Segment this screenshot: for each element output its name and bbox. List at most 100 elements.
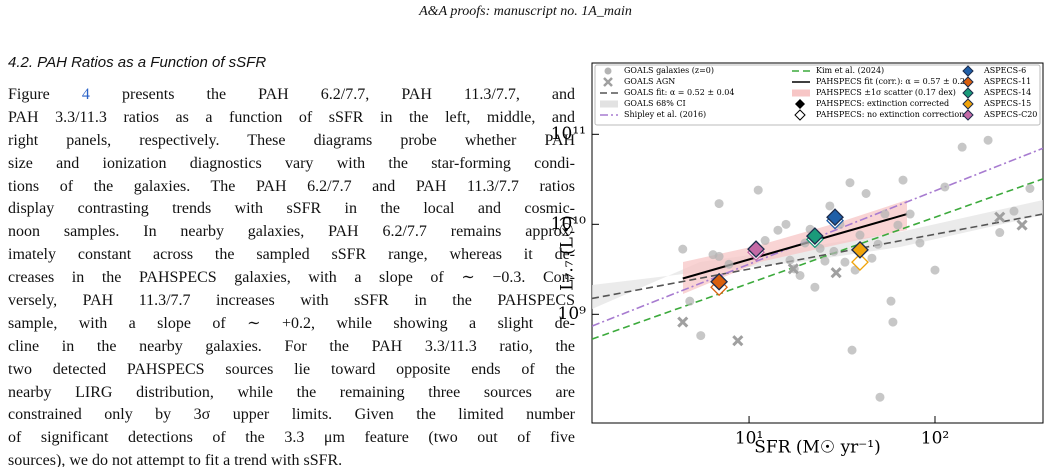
goals-point xyxy=(915,238,925,248)
goals-point xyxy=(800,238,810,248)
goals-point xyxy=(845,178,855,188)
text-line: constrained only by 3σ upper limits. Giv… xyxy=(8,404,575,427)
goals-point xyxy=(781,219,791,229)
goals-point xyxy=(898,175,908,185)
line-text: sources), we do not attempt to fit a tre… xyxy=(8,452,343,467)
paragraph: Figure 4 presents the PAH 6.2/7.7, PAH 1… xyxy=(8,84,575,467)
legend-label: Kim et al. (2024) xyxy=(816,66,884,75)
goals-point xyxy=(696,331,706,341)
line-text: PAH 3.3/11.3 ratios as a function of sSF… xyxy=(8,108,575,126)
x-tick-label: 10¹ xyxy=(735,429,763,449)
line-text: cline in the nearby galaxies. For the PA… xyxy=(8,337,575,355)
goals-point xyxy=(930,265,940,275)
goals-point xyxy=(714,199,724,209)
y-tick-label: 10⁹ xyxy=(558,304,587,324)
goals-point xyxy=(753,185,763,195)
fit-line xyxy=(682,213,908,280)
section-heading: 4.2. PAH Ratios as a Function of sSFR xyxy=(8,54,267,71)
legend-symbol xyxy=(962,76,974,88)
line-text: of significant detections of the 3.3 μm … xyxy=(8,429,575,447)
filled-diamond xyxy=(826,208,844,227)
text-line: sources), we do not attempt to fit a tre… xyxy=(8,450,575,467)
agn-point xyxy=(994,211,1006,223)
legend-symbol xyxy=(962,87,974,99)
legend-label: Shipley et al. (2016) xyxy=(624,110,706,119)
legend: GOALS galaxies (z=0) GOALS AGN GOALS fit: … xyxy=(594,64,1041,126)
text-line: PAH 3.3/11.3 ratios as a function of sSF… xyxy=(8,107,575,130)
goals-point xyxy=(957,142,967,152)
goals-point xyxy=(773,225,783,235)
goals-point xyxy=(810,282,820,292)
filled-diamond xyxy=(710,272,729,291)
goals-point xyxy=(855,230,865,240)
line-text: noon samples. In nearby galaxies, PAH 6.… xyxy=(8,223,575,241)
agn-point xyxy=(830,267,842,279)
goals-point xyxy=(714,251,724,261)
goals-point xyxy=(829,246,839,256)
line-text: imately constant across the sampled sSFR… xyxy=(8,246,575,264)
text-line: display contrasting trends with sSFR in … xyxy=(8,198,575,221)
line-text: creases in the PAHSPECS galaxies, with a… xyxy=(8,269,575,287)
plot-area xyxy=(592,135,1043,402)
line-text: nearby LIRG distribution, while the rema… xyxy=(8,383,575,401)
x-tick-label: 10² xyxy=(921,429,949,449)
text-line: creases in the PAHSPECS galaxies, with a… xyxy=(8,267,575,290)
legend-label: PAHSPECS fit (corr.): α = 0.57 ± 0.28 xyxy=(816,77,970,86)
agn-point xyxy=(732,335,744,347)
agn-point xyxy=(1016,219,1028,231)
line-text: size and ionization diagnostics vary wit… xyxy=(8,154,575,172)
legend-label: PAHSPECS: no extinction correction xyxy=(816,110,964,119)
goals-point xyxy=(888,317,898,327)
legend-label: GOALS galaxies (z=0) xyxy=(624,66,714,75)
goals-point xyxy=(893,220,903,230)
fit-line xyxy=(592,178,1043,340)
goals-point xyxy=(678,244,688,254)
legend-symbol xyxy=(962,65,974,77)
goals-point xyxy=(760,236,770,246)
legend-label: PAHSPECS ±1σ scatter (0.17 dex) xyxy=(816,88,956,97)
goals-point xyxy=(815,243,825,253)
filled-diamond xyxy=(805,227,824,246)
legend-label: PAHSPECS: extinction corrected xyxy=(816,99,949,108)
text-line: Figure 4 presents the PAH 6.2/7.7, PAH 1… xyxy=(8,84,575,107)
legend-label: ASPECS-11 xyxy=(983,77,1031,86)
y-tick-label: 10¹¹ xyxy=(551,124,586,144)
goals-point xyxy=(940,182,950,192)
agn-point xyxy=(677,316,689,328)
goals-point xyxy=(1009,206,1019,216)
goals-point xyxy=(905,209,915,219)
legend-label: ASPECS-14 xyxy=(983,88,1031,97)
line-text: tions of the galaxies. The PAH 6.2/7.7 a… xyxy=(8,177,575,195)
text-line: two detected PAHSPECS sources lie toward… xyxy=(8,359,575,382)
legend-box xyxy=(594,64,1041,126)
legend-label: ASPECS-C20 xyxy=(983,110,1037,119)
text-line: versely, PAH 11.3/7.7 increases with sSF… xyxy=(8,290,575,313)
line-text: right panels, respectively. These diagra… xyxy=(8,131,575,149)
text-line: nearby LIRG distribution, while the rema… xyxy=(8,382,575,405)
goals-point xyxy=(847,345,857,355)
legend-label: ASPECS-6 xyxy=(983,66,1026,75)
text-line: tions of the galaxies. The PAH 6.2/7.7 a… xyxy=(8,176,575,199)
goals-point xyxy=(861,188,871,198)
open-diamond xyxy=(851,253,869,272)
line-text: two detected PAHSPECS sources lie toward… xyxy=(8,360,575,378)
text-line: noon samples. In nearby galaxies, PAH 6.… xyxy=(8,221,575,244)
text-line: size and ionization diagnostics vary wit… xyxy=(8,153,575,176)
line-text: display contrasting trends with sSFR in … xyxy=(8,200,575,218)
line-text: presents the PAH 6.2/7.7, PAH 11.3/7.7, … xyxy=(122,86,576,103)
ref-prefix: Figure xyxy=(8,86,50,103)
legend-symbol xyxy=(794,109,806,121)
agn-point xyxy=(787,263,799,275)
figure-ref[interactable]: 4 xyxy=(81,86,90,103)
legend-label: GOALS AGN xyxy=(624,77,675,86)
y-tick-label: 10¹⁰ xyxy=(551,214,586,234)
legend-label: GOALS 68% CI xyxy=(624,99,686,108)
goals-point xyxy=(820,256,830,266)
x-axis-label: SFR (M☉ yr⁻¹) xyxy=(754,438,880,458)
legend-label: GOALS fit: α = 0.52 ± 0.04 xyxy=(624,88,734,97)
filled-diamond xyxy=(747,240,765,259)
goals-point xyxy=(1025,184,1035,194)
text-line: of significant detections of the 3.3 μm … xyxy=(8,427,575,450)
goals-point xyxy=(995,228,1005,238)
